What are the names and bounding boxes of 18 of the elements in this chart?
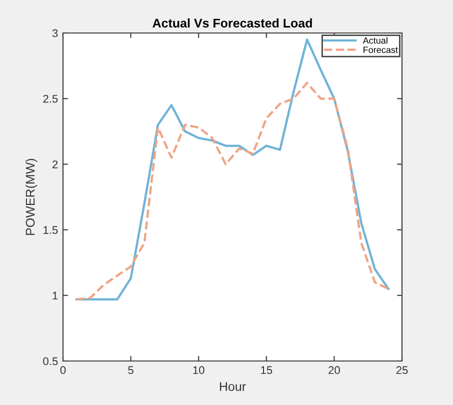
y-axis-title: POWER(MW) xyxy=(25,158,38,235)
legend-label: Actual xyxy=(362,37,388,44)
x-tick-label: 0 xyxy=(60,366,66,374)
y-tick-label: 2 xyxy=(52,160,58,168)
line-series xyxy=(75,82,390,300)
y-tick-label: 1.5 xyxy=(44,226,58,234)
x-tick-label: 5 xyxy=(128,366,134,374)
legend-label: Forecast xyxy=(364,46,398,54)
y-tick-label: 2.5 xyxy=(43,94,58,103)
x-tick-label: 25 xyxy=(396,366,408,374)
chart-title: Actual Vs Forecasted Load xyxy=(152,18,312,28)
x-axis-title: Hour xyxy=(220,382,246,391)
y-tick-label: 3 xyxy=(52,29,58,38)
y-tick-label: 1 xyxy=(52,292,58,300)
y-tick-label: 0.5 xyxy=(43,357,58,366)
x-tick-label: 15 xyxy=(261,366,272,374)
x-tick-label: 20 xyxy=(328,366,340,374)
x-tick-label: 10 xyxy=(193,366,204,374)
